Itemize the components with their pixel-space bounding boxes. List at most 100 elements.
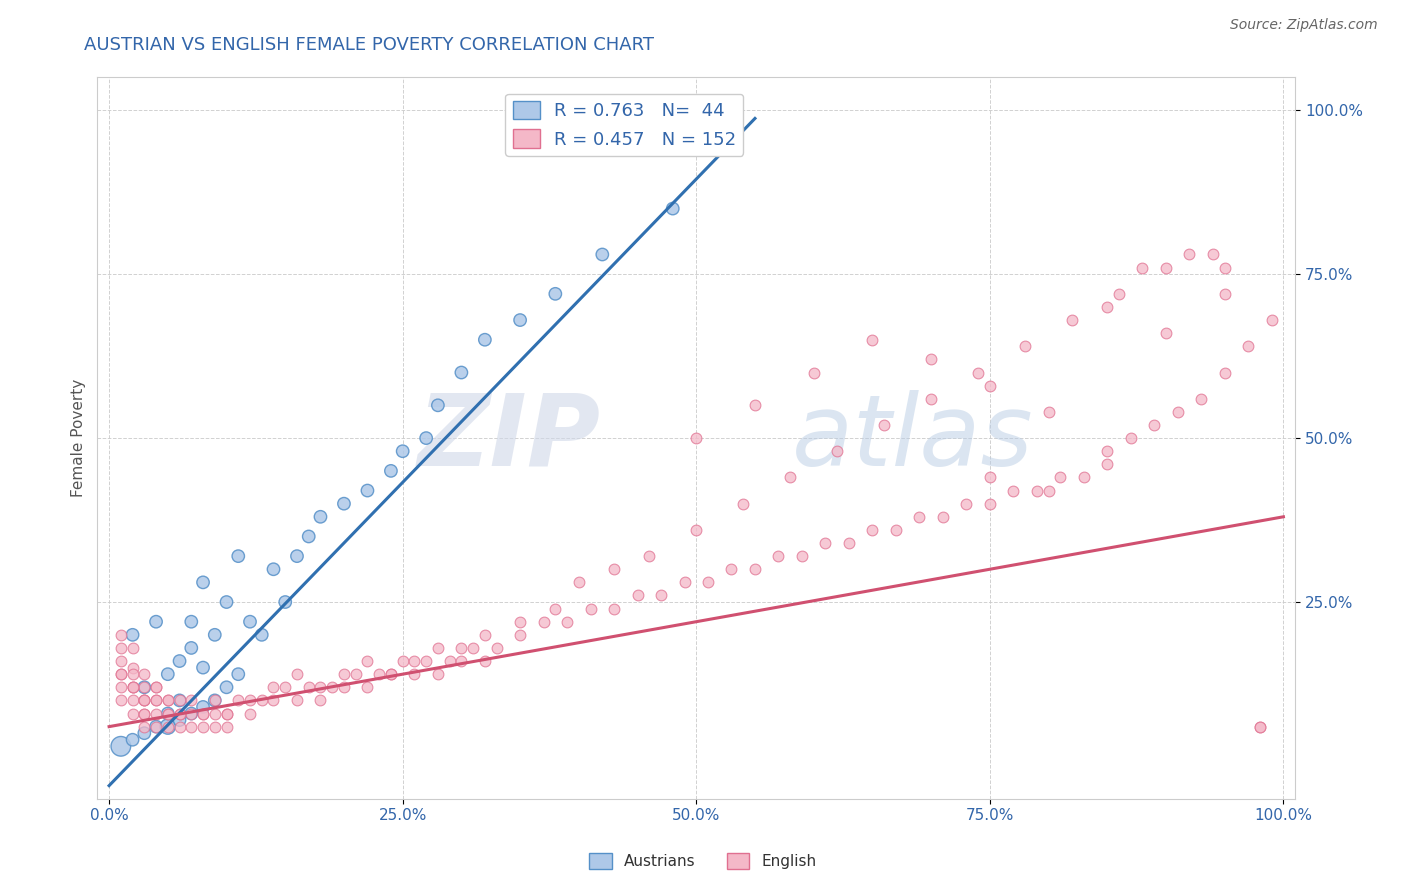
Point <box>191 720 214 734</box>
Point <box>110 667 132 681</box>
Point <box>1038 483 1060 498</box>
Point <box>309 680 332 694</box>
Point <box>121 628 143 642</box>
Point <box>191 706 214 721</box>
Point <box>1108 286 1130 301</box>
Point <box>156 667 179 681</box>
Point <box>134 706 156 721</box>
Point <box>1049 470 1071 484</box>
Point <box>380 667 402 681</box>
Point <box>720 562 742 576</box>
Point <box>333 667 356 681</box>
Point <box>1213 260 1236 275</box>
Point <box>204 720 226 734</box>
Point <box>1097 300 1119 314</box>
Point <box>180 615 202 629</box>
Point <box>215 706 238 721</box>
Point <box>685 523 707 537</box>
Point <box>1097 458 1119 472</box>
Point <box>134 726 156 740</box>
Point <box>215 595 238 609</box>
Point <box>110 628 132 642</box>
Point <box>1154 326 1177 341</box>
Point <box>156 720 179 734</box>
Point <box>239 706 262 721</box>
Point <box>121 680 143 694</box>
Point <box>1119 431 1142 445</box>
Point <box>191 575 214 590</box>
Point <box>321 680 343 694</box>
Text: atlas: atlas <box>792 390 1033 487</box>
Point <box>226 693 249 707</box>
Point <box>121 680 143 694</box>
Point <box>169 654 191 668</box>
Point <box>274 680 297 694</box>
Point <box>121 732 143 747</box>
Point <box>134 693 156 707</box>
Point <box>415 654 437 668</box>
Point <box>169 706 191 721</box>
Point <box>274 595 297 609</box>
Point <box>803 366 825 380</box>
Text: Source: ZipAtlas.com: Source: ZipAtlas.com <box>1230 18 1378 32</box>
Point <box>191 706 214 721</box>
Point <box>169 706 191 721</box>
Point <box>474 654 496 668</box>
Point <box>156 706 179 721</box>
Point <box>544 286 567 301</box>
Point <box>779 470 801 484</box>
Point <box>426 398 449 412</box>
Point <box>191 660 214 674</box>
Point <box>134 706 156 721</box>
Point <box>169 693 191 707</box>
Point <box>309 509 332 524</box>
Point <box>215 706 238 721</box>
Point <box>145 693 167 707</box>
Point <box>110 739 132 754</box>
Point <box>204 693 226 707</box>
Legend: Austrians, English: Austrians, English <box>583 847 823 875</box>
Point <box>333 680 356 694</box>
Point <box>790 549 813 563</box>
Point <box>979 378 1001 392</box>
Point <box>180 720 202 734</box>
Y-axis label: Female Poverty: Female Poverty <box>72 379 86 497</box>
Point <box>285 667 308 681</box>
Point <box>263 562 285 576</box>
Point <box>485 640 508 655</box>
Point <box>426 667 449 681</box>
Point <box>121 693 143 707</box>
Point <box>533 615 555 629</box>
Point <box>626 589 648 603</box>
Point <box>415 431 437 445</box>
Point <box>450 654 472 668</box>
Text: ZIP: ZIP <box>418 390 600 487</box>
Point <box>204 693 226 707</box>
Legend: R = 0.763   N=  44, R = 0.457   N = 152: R = 0.763 N= 44, R = 0.457 N = 152 <box>505 94 744 156</box>
Point <box>474 628 496 642</box>
Point <box>298 680 321 694</box>
Point <box>134 680 156 694</box>
Point <box>568 575 591 590</box>
Point <box>838 536 860 550</box>
Point <box>156 693 179 707</box>
Point <box>156 693 179 707</box>
Point <box>955 497 977 511</box>
Point <box>1014 339 1036 353</box>
Point <box>650 589 672 603</box>
Point <box>134 693 156 707</box>
Point <box>380 464 402 478</box>
Point <box>579 601 602 615</box>
Point <box>1213 286 1236 301</box>
Point <box>239 693 262 707</box>
Point <box>1002 483 1025 498</box>
Point <box>603 562 626 576</box>
Point <box>603 601 626 615</box>
Point <box>391 654 413 668</box>
Point <box>1132 260 1154 275</box>
Point <box>509 615 531 629</box>
Point <box>426 640 449 655</box>
Point <box>204 706 226 721</box>
Point <box>979 497 1001 511</box>
Point <box>474 333 496 347</box>
